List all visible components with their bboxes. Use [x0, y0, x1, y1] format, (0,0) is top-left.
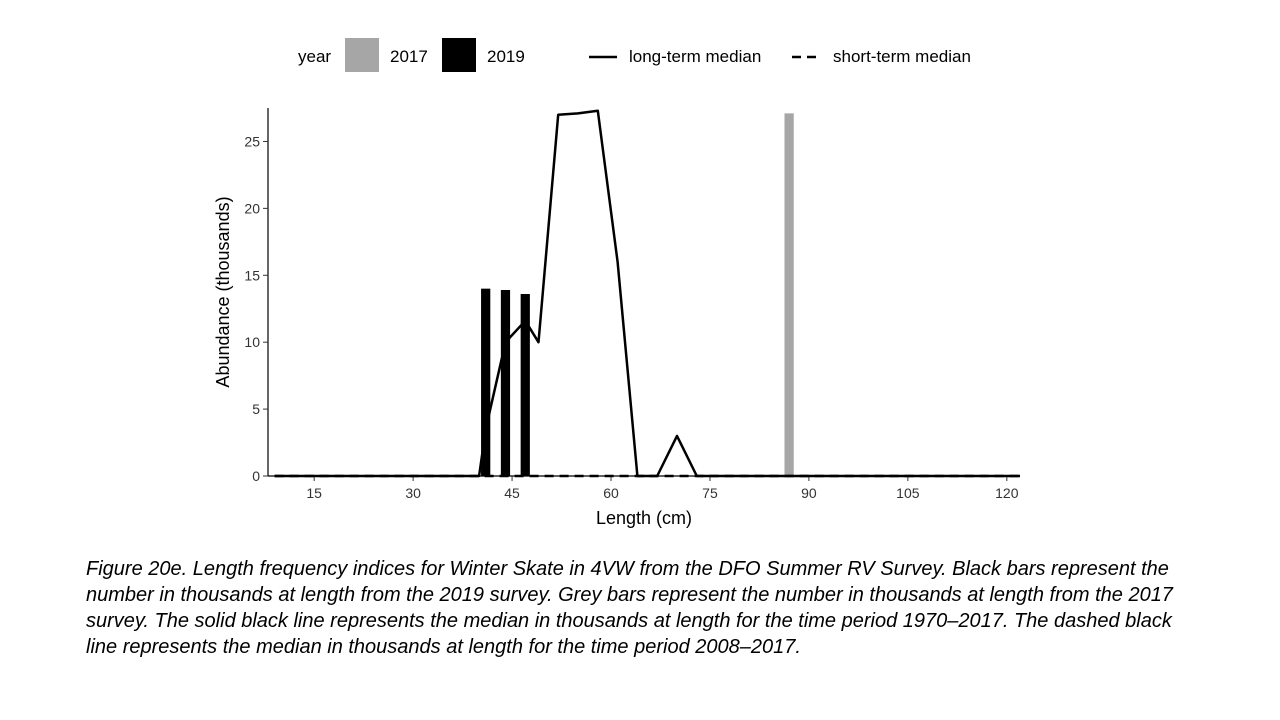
x-tick-label: 75	[702, 485, 718, 501]
x-tick-label: 30	[405, 485, 421, 501]
y-tick-label: 20	[244, 200, 260, 216]
y-tick-label: 15	[244, 267, 260, 283]
x-tick-label: 105	[896, 485, 920, 501]
legend-year-title: year	[298, 47, 331, 66]
y-tick-label: 10	[244, 334, 260, 350]
x-tick-label: 90	[801, 485, 817, 501]
x-tick-label: 120	[995, 485, 1019, 501]
y-tick-label: 25	[244, 133, 260, 149]
bar-2019	[481, 288, 491, 476]
y-axis-title: Abundance (thousands)	[213, 196, 233, 387]
bar-2017	[784, 113, 794, 477]
y-tick-label: 0	[252, 468, 260, 484]
legend-swatch-2019	[442, 38, 476, 72]
x-tick-label: 60	[603, 485, 619, 501]
length-frequency-chart: year 2017 2019 long-term median short-te…	[213, 38, 1020, 528]
x-axis-title: Length (cm)	[596, 508, 692, 528]
bar-2019	[520, 294, 530, 476]
x-tick-label: 15	[306, 485, 322, 501]
legend-label-2017: 2017	[390, 47, 428, 66]
y-axis-ticks: 0 5 10 15 20 25	[244, 133, 268, 484]
x-tick-label: 45	[504, 485, 520, 501]
legend-label-2019: 2019	[487, 47, 525, 66]
bar-2019	[500, 289, 511, 476]
long-term-median-line	[274, 109, 1020, 478]
legend-swatch-2017	[345, 38, 379, 72]
legend-label-short-term-median: short-term median	[833, 47, 971, 66]
bars	[481, 113, 794, 477]
median-lines	[274, 109, 1020, 478]
legend-label-long-term-median: long-term median	[629, 47, 761, 66]
figure-caption: Figure 20e. Length frequency indices for…	[86, 558, 1173, 658]
y-tick-label: 5	[252, 401, 260, 417]
x-axis-ticks: 15 30 45 60 75 90 105 120	[306, 476, 1019, 501]
legend: year 2017 2019 long-term median short-te…	[298, 38, 971, 72]
